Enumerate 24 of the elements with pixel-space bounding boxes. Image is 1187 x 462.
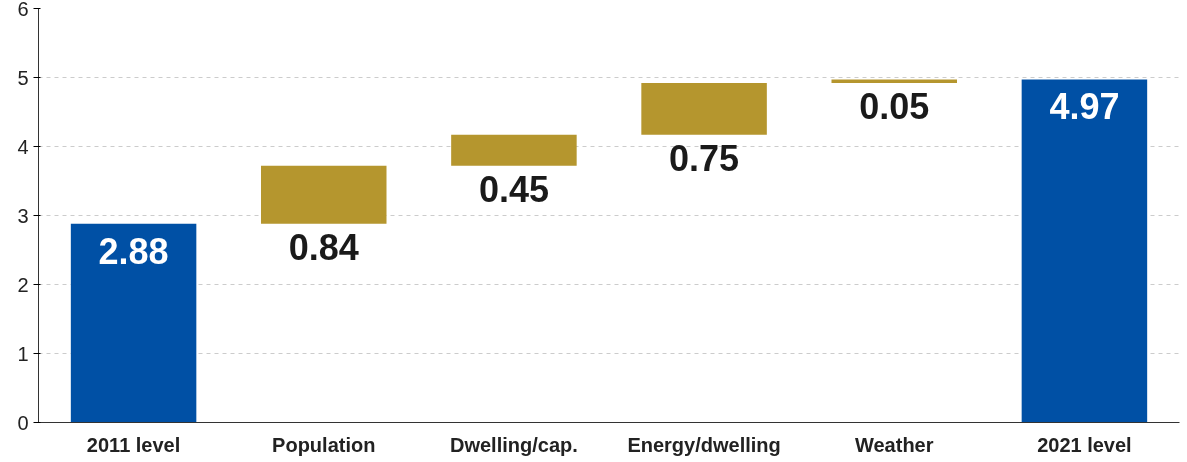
bar: [451, 134, 577, 166]
data-label: 0.84: [288, 227, 359, 269]
bar: [641, 83, 767, 135]
y-tick-label: 1: [17, 342, 29, 365]
bar: [260, 165, 387, 224]
y-tick-label: 5: [17, 66, 29, 89]
x-tick-label: 2021 level: [1037, 433, 1132, 456]
data-label: 0.45: [478, 169, 549, 211]
data-label: 0.05: [859, 86, 930, 128]
x-tick-label: Weather: [854, 433, 934, 456]
data-label: 2.88: [98, 230, 169, 272]
y-tick-label: 6: [17, 0, 29, 20]
bar: [70, 223, 197, 423]
bar: [1021, 79, 1148, 423]
x-tick-label: Population: [272, 433, 376, 456]
x-tick-label: Energy/dwelling: [627, 433, 781, 456]
y-tick-label: 4: [17, 135, 29, 158]
y-tick-label: 0: [17, 411, 29, 434]
y-tick-label: 3: [17, 204, 29, 227]
x-tick-label: 2011 level: [86, 433, 181, 456]
data-label: 0.75: [669, 138, 740, 180]
x-tick-label: Dwelling/cap.: [450, 433, 578, 456]
data-label: 4.97: [1049, 86, 1120, 128]
y-tick-label: 2: [17, 273, 29, 296]
